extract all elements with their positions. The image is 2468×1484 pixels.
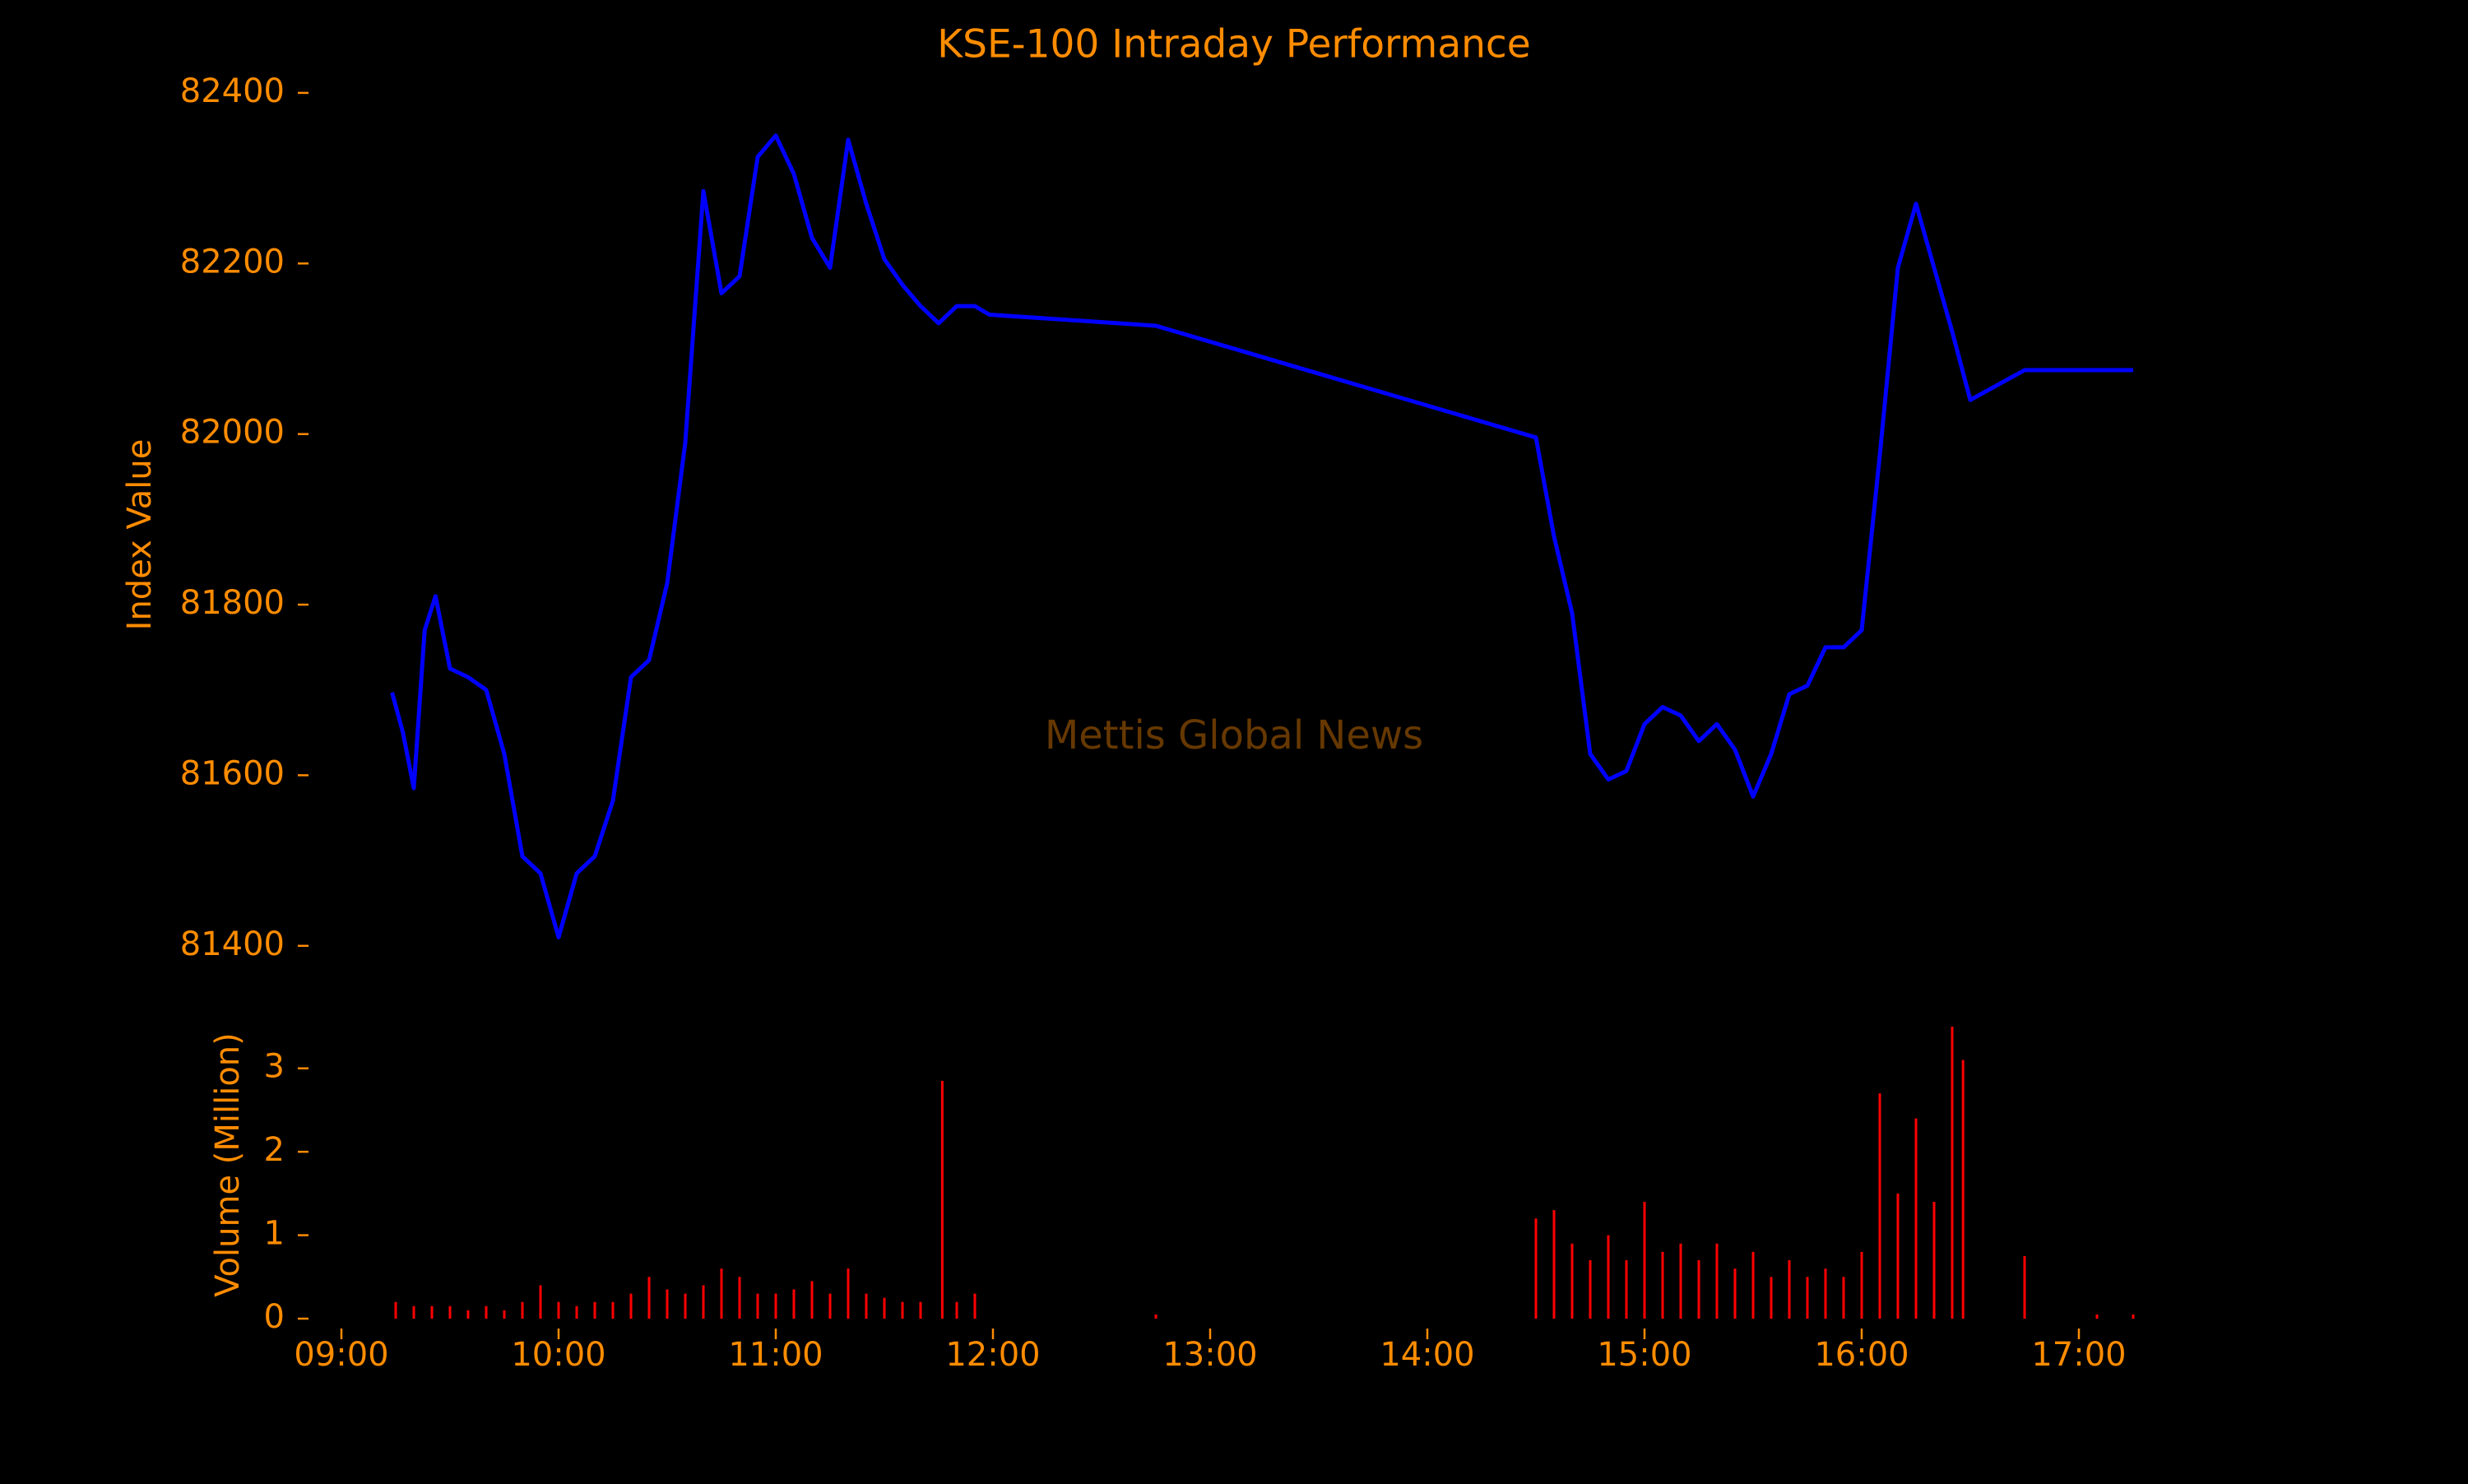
volume-bar bbox=[1751, 1251, 1755, 1319]
volume-bar bbox=[448, 1305, 452, 1319]
y-tick-label: 82200 bbox=[180, 243, 285, 281]
volume-bar bbox=[485, 1305, 488, 1319]
volume-bar bbox=[684, 1293, 687, 1319]
y-tick-label: 82400 bbox=[180, 72, 285, 110]
volume-bar bbox=[940, 1080, 944, 1319]
x-tick-label: 09:00 bbox=[294, 1336, 388, 1374]
volume-bar bbox=[1932, 1202, 1936, 1319]
volume-bar bbox=[1697, 1260, 1700, 1319]
x-tick-label: 12:00 bbox=[945, 1336, 1040, 1374]
volume-bar bbox=[1154, 1314, 1157, 1319]
volume-bar bbox=[883, 1297, 886, 1319]
volume-bar bbox=[539, 1285, 542, 1319]
y-tick-label: 82000 bbox=[180, 414, 285, 452]
volume-bar bbox=[1824, 1268, 1827, 1319]
x-tick-label: 17:00 bbox=[2031, 1336, 2126, 1374]
volume-bar bbox=[1625, 1260, 1628, 1319]
volume-bar bbox=[593, 1301, 596, 1319]
volume-bar bbox=[1643, 1202, 1646, 1319]
volume-bar bbox=[1878, 1093, 1881, 1319]
volume-bar bbox=[919, 1301, 922, 1319]
y-tick-label: 2 bbox=[264, 1131, 285, 1169]
volume-bar bbox=[1552, 1210, 1556, 1319]
volume-bar bbox=[611, 1301, 615, 1319]
volume-bar bbox=[828, 1293, 832, 1319]
volume-bar bbox=[503, 1310, 506, 1319]
volume-bar bbox=[738, 1277, 741, 1319]
volume-bar bbox=[774, 1293, 777, 1319]
volume-bar bbox=[1788, 1260, 1791, 1319]
volume-bar bbox=[557, 1301, 560, 1319]
volume-bar bbox=[1860, 1251, 1863, 1319]
volume-bar bbox=[1570, 1243, 1574, 1319]
volume-bar bbox=[756, 1293, 759, 1319]
volume-bar bbox=[702, 1285, 705, 1319]
volume-bar bbox=[575, 1305, 578, 1319]
x-tick-label: 14:00 bbox=[1380, 1336, 1474, 1374]
volume-bar bbox=[1896, 1193, 1900, 1319]
volume-bar bbox=[647, 1277, 651, 1319]
volume-bar bbox=[847, 1268, 850, 1319]
volume-bar bbox=[1951, 1027, 1954, 1319]
volume-bar bbox=[666, 1289, 669, 1319]
y-tick-label: 81800 bbox=[180, 584, 285, 622]
x-tick-label: 11:00 bbox=[728, 1336, 823, 1374]
y-tick-label: 1 bbox=[264, 1215, 285, 1253]
y-tick-label: 0 bbox=[264, 1298, 285, 1336]
volume-bar bbox=[1770, 1277, 1773, 1319]
volume-bar bbox=[973, 1293, 977, 1319]
volume-bar bbox=[629, 1293, 633, 1319]
y-axis-label: Volume (Million) bbox=[209, 1032, 247, 1296]
volume-bar bbox=[955, 1301, 958, 1319]
volume-bar bbox=[521, 1301, 524, 1319]
volume-bar bbox=[1806, 1277, 1809, 1319]
index-line bbox=[390, 133, 2133, 939]
volume-bar bbox=[2095, 1314, 2099, 1319]
volume-bar bbox=[2132, 1314, 2135, 1319]
x-tick-label: 16:00 bbox=[1814, 1336, 1909, 1374]
volume-bar bbox=[810, 1281, 814, 1319]
y-tick-label: 3 bbox=[264, 1048, 285, 1086]
volume-bar bbox=[1534, 1218, 1538, 1319]
volume-bar bbox=[1733, 1268, 1737, 1319]
volume-bar bbox=[412, 1305, 415, 1319]
volume-bar bbox=[901, 1301, 904, 1319]
chart-title: KSE-100 Intraday Performance bbox=[937, 22, 1530, 67]
volume-bar bbox=[1607, 1235, 1610, 1319]
x-tick-label: 13:00 bbox=[1162, 1336, 1257, 1374]
volume-bar bbox=[2023, 1255, 2026, 1319]
volume-bar bbox=[466, 1310, 470, 1319]
x-tick-label: 10:00 bbox=[511, 1336, 605, 1374]
volume-bar bbox=[1679, 1243, 1682, 1319]
volume-bar bbox=[394, 1301, 397, 1319]
volume-bar bbox=[1589, 1260, 1592, 1319]
x-tick-label: 15:00 bbox=[1597, 1336, 1691, 1374]
volume-bar bbox=[430, 1305, 434, 1319]
volume-bar bbox=[1661, 1251, 1664, 1319]
volume-bar bbox=[792, 1289, 796, 1319]
volume-bar bbox=[720, 1268, 723, 1319]
y-tick-label: 81400 bbox=[180, 925, 285, 963]
volume-bar bbox=[1842, 1277, 1845, 1319]
volume-bar bbox=[1961, 1060, 1965, 1319]
volume-bar bbox=[1715, 1243, 1719, 1319]
y-tick-label: 81600 bbox=[180, 754, 285, 792]
watermark: Mettis Global News bbox=[1045, 712, 1423, 758]
y-axis-label: Index Value bbox=[121, 439, 159, 631]
volume-bar bbox=[1914, 1118, 1918, 1319]
volume-bar bbox=[865, 1293, 868, 1319]
